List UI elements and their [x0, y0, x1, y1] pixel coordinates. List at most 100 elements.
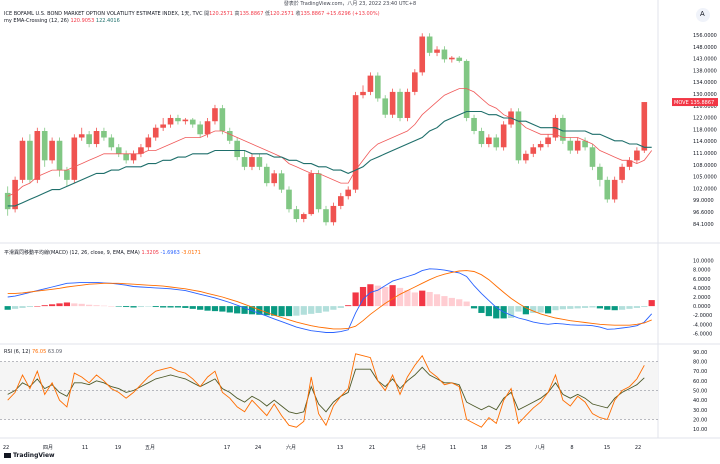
macd-histogram-bar: [389, 285, 396, 307]
price-tick-label: 96.6000: [693, 210, 714, 216]
macd-histogram-bar: [507, 306, 515, 318]
macd-histogram-bar: [145, 306, 152, 307]
macd-histogram-bar: [648, 300, 655, 307]
macd-hist-value: 1.3205: [141, 250, 159, 256]
candle-body: [93, 131, 100, 145]
candle-body: [271, 173, 277, 184]
price-tick-label: 134.0000: [693, 80, 717, 86]
ohlc-low-label: 低: [265, 11, 271, 17]
macd-histogram-bar: [278, 306, 285, 317]
candle-body: [226, 131, 233, 141]
price-tick-label: 126.0000: [693, 104, 717, 110]
candle-body: [78, 134, 85, 138]
candle-body: [293, 209, 300, 219]
macd-title: 平滑異同移動平均線(MACD) (12, 26, close, 9, EMA, …: [4, 250, 140, 256]
publish-info: 發表於 TradingView.com，八月 23, 2022 23:40 UT…: [283, 1, 417, 7]
macd-tick-label: 0.0000: [693, 304, 711, 310]
candle-body: [308, 173, 315, 215]
candle-body: [263, 166, 270, 184]
macd-histogram-bar: [441, 296, 448, 307]
macd-histogram-bar: [174, 306, 182, 308]
rsi-tick-label: 60.00: [693, 379, 707, 385]
macd-histogram-bar: [19, 306, 26, 308]
time-tick-label: 七月: [416, 444, 426, 451]
macd-histogram-bar: [359, 286, 367, 307]
time-tick-label: 五月: [145, 445, 155, 451]
macd-histogram-bar: [559, 306, 566, 310]
macd-histogram-bar: [567, 306, 574, 309]
macd-histogram-bar: [544, 306, 552, 314]
ohlc-high: 135.8867: [239, 11, 264, 17]
price-tick-label: 122.0000: [693, 116, 717, 122]
ema-fast-line: [7, 88, 653, 197]
candle-body: [101, 131, 107, 138]
macd-histogram-bar: [641, 306, 648, 308]
macd-histogram-bar: [322, 306, 330, 312]
time-tick-label: 22: [3, 445, 9, 451]
macd-histogram-bar: [130, 306, 137, 308]
candle-body: [597, 166, 603, 180]
macd-tick-label: -2.0000: [693, 313, 712, 319]
candle-body: [641, 102, 648, 151]
macd-histogram-bar: [308, 306, 315, 314]
time-tick-label: 24: [255, 445, 261, 451]
price-tick-label: 148.0000: [693, 45, 717, 51]
candle-body: [345, 189, 352, 197]
last-price-badge: [672, 98, 718, 107]
candle-body: [404, 91, 411, 118]
macd-histogram-bar: [618, 306, 626, 310]
candle-body: [471, 117, 477, 131]
candle-body: [315, 173, 322, 210]
time-tick-label: 21: [369, 445, 375, 451]
rsi-tick-label: 50.00: [693, 389, 707, 395]
rsi-title: RSI (6, 12): [4, 349, 31, 355]
candle-body: [108, 137, 115, 148]
candle-body: [486, 137, 492, 145]
candle-body: [152, 127, 159, 138]
rsi-tick-label: 10.00: [693, 427, 707, 433]
price-legend: ICE BOFAML U.S. BOND MARKET OPTION VOLAT…: [4, 11, 380, 17]
macd-histogram-bar: [537, 306, 544, 313]
macd-histogram-bar: [63, 302, 71, 307]
macd-histogram-bar: [204, 306, 211, 311]
macd-histogram-bar: [589, 306, 596, 308]
macd-histogram-bar: [197, 306, 204, 310]
macd-histogram-bar: [552, 306, 559, 311]
candle-body: [619, 166, 625, 180]
macd-legend: 平滑異同移動平均線(MACD) (12, 26, close, 9, EMA, …: [4, 250, 201, 256]
candle-body: [523, 153, 529, 161]
macd-histogram-bar: [11, 306, 19, 309]
price-tick-label: 105.0000: [693, 175, 717, 181]
candle-body: [530, 147, 537, 154]
rsi-tick-label: 40.00: [693, 398, 707, 404]
candle-body: [256, 157, 263, 167]
ohlc-high-label: 高: [234, 11, 240, 17]
ohlc-close: 135.8867: [300, 11, 325, 17]
candle-body: [560, 117, 566, 141]
macd-histogram-bar: [411, 292, 418, 307]
candle-body: [626, 160, 633, 167]
candle-body: [86, 134, 92, 145]
candle-body: [323, 209, 329, 223]
ohlc-open: 120.2571: [209, 11, 233, 17]
macd-histogram-bar: [374, 285, 381, 307]
time-tick-label: 18: [481, 445, 487, 451]
time-tick-label: 11: [450, 445, 456, 451]
macd-tick-label: -4.0000: [693, 322, 712, 328]
macd-histogram-bar: [493, 306, 500, 319]
candle-body: [64, 170, 70, 180]
time-tick-label: 四月: [43, 445, 53, 451]
candle-body: [367, 75, 374, 92]
macd-histogram-bar: [626, 306, 633, 309]
macd-histogram-bar: [463, 301, 470, 307]
candle-body: [456, 57, 463, 61]
macd-histogram-bar: [256, 306, 263, 315]
macd-histogram-bar: [515, 306, 522, 312]
candle-body: [582, 140, 588, 148]
candle-body: [426, 36, 433, 53]
macd-histogram-bar: [115, 306, 122, 307]
macd-histogram-bar: [470, 306, 478, 309]
candle-body: [397, 91, 403, 118]
auto-scale-button[interactable]: [696, 8, 710, 22]
